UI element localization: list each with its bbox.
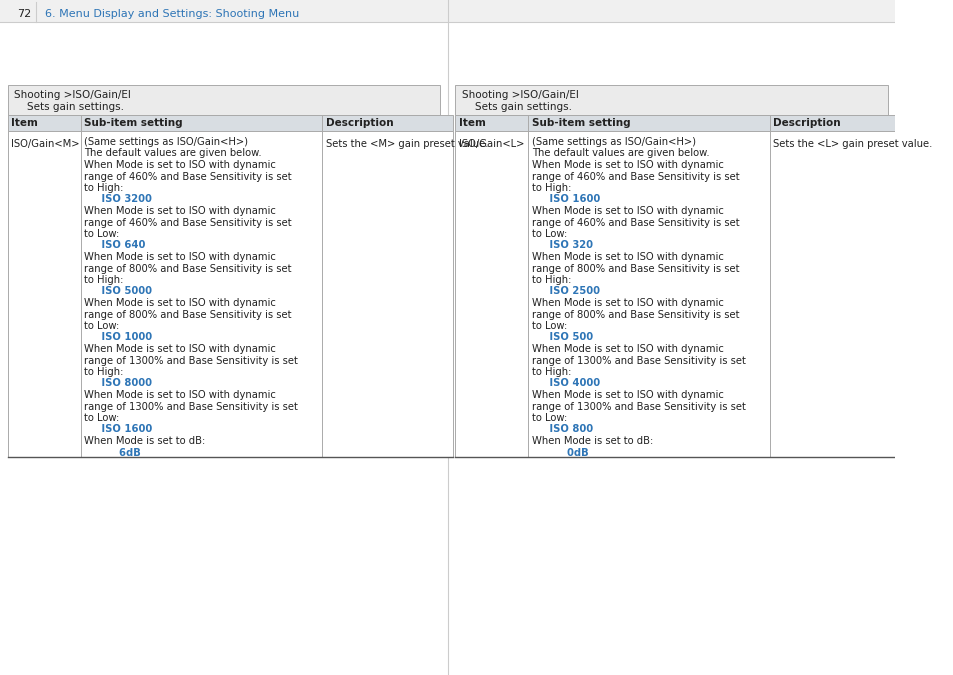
Bar: [455, 115, 900, 131]
Text: When Mode is set to ISO with dynamic: When Mode is set to ISO with dynamic: [85, 160, 276, 170]
Text: ISO 5000: ISO 5000: [85, 286, 152, 296]
Text: ISO 1000: ISO 1000: [85, 333, 152, 342]
Text: Item: Item: [458, 118, 485, 128]
Text: 6. Menu Display and Settings: Shooting Menu: 6. Menu Display and Settings: Shooting M…: [45, 9, 299, 19]
Text: ISO 3200: ISO 3200: [85, 194, 152, 205]
Text: 6dB: 6dB: [85, 448, 141, 458]
Text: range of 800% and Base Sensitivity is set: range of 800% and Base Sensitivity is se…: [532, 263, 739, 273]
Text: to High:: to High:: [85, 183, 124, 193]
Text: When Mode is set to dB:: When Mode is set to dB:: [85, 436, 206, 446]
Bar: [8, 85, 439, 115]
Text: Shooting >ISO/Gain/EI: Shooting >ISO/Gain/EI: [14, 90, 131, 100]
Text: Shooting >ISO/Gain/EI: Shooting >ISO/Gain/EI: [461, 90, 578, 100]
Text: Sets gain settings.: Sets gain settings.: [461, 102, 571, 112]
Text: to Low:: to Low:: [85, 413, 119, 423]
Text: range of 1300% and Base Sensitivity is set: range of 1300% and Base Sensitivity is s…: [85, 402, 298, 412]
Text: range of 1300% and Base Sensitivity is set: range of 1300% and Base Sensitivity is s…: [85, 356, 298, 365]
Text: to High:: to High:: [85, 367, 124, 377]
Text: (Same settings as ISO/Gain<H>): (Same settings as ISO/Gain<H>): [532, 137, 696, 147]
Text: When Mode is set to ISO with dynamic: When Mode is set to ISO with dynamic: [532, 206, 723, 216]
Text: Description: Description: [773, 118, 841, 128]
Bar: [8, 131, 453, 457]
Text: ISO 800: ISO 800: [532, 425, 593, 435]
Text: range of 1300% and Base Sensitivity is set: range of 1300% and Base Sensitivity is s…: [532, 402, 745, 412]
Text: When Mode is set to ISO with dynamic: When Mode is set to ISO with dynamic: [85, 390, 276, 400]
Bar: [0, 0, 895, 22]
Text: When Mode is set to ISO with dynamic: When Mode is set to ISO with dynamic: [532, 344, 723, 354]
Text: When Mode is set to ISO with dynamic: When Mode is set to ISO with dynamic: [532, 298, 723, 308]
Text: to High:: to High:: [532, 275, 571, 285]
Text: Item: Item: [11, 118, 38, 128]
Text: When Mode is set to ISO with dynamic: When Mode is set to ISO with dynamic: [532, 252, 723, 262]
Text: 0dB: 0dB: [532, 448, 588, 458]
Text: ISO 8000: ISO 8000: [85, 379, 152, 389]
Text: (Same settings as ISO/Gain<H>): (Same settings as ISO/Gain<H>): [85, 137, 248, 147]
Text: to High:: to High:: [85, 275, 124, 285]
Text: range of 460% and Base Sensitivity is set: range of 460% and Base Sensitivity is se…: [532, 171, 739, 182]
Text: Sub-item setting: Sub-item setting: [532, 118, 630, 128]
Text: range of 460% and Base Sensitivity is set: range of 460% and Base Sensitivity is se…: [85, 217, 292, 227]
Text: Sets the <M> gain preset value.: Sets the <M> gain preset value.: [325, 139, 488, 149]
Text: ISO 500: ISO 500: [532, 333, 593, 342]
Text: The default values are given below.: The default values are given below.: [532, 148, 709, 159]
Text: to Low:: to Low:: [532, 321, 567, 331]
Text: range of 1300% and Base Sensitivity is set: range of 1300% and Base Sensitivity is s…: [532, 356, 745, 365]
Text: range of 460% and Base Sensitivity is set: range of 460% and Base Sensitivity is se…: [85, 171, 292, 182]
Text: The default values are given below.: The default values are given below.: [85, 148, 262, 159]
Text: ISO 2500: ISO 2500: [532, 286, 599, 296]
Text: When Mode is set to dB:: When Mode is set to dB:: [532, 436, 653, 446]
Text: Sub-item setting: Sub-item setting: [85, 118, 183, 128]
Bar: [455, 85, 887, 115]
Text: When Mode is set to ISO with dynamic: When Mode is set to ISO with dynamic: [85, 344, 276, 354]
Text: ISO 1600: ISO 1600: [532, 194, 599, 205]
Text: range of 800% and Base Sensitivity is set: range of 800% and Base Sensitivity is se…: [85, 263, 292, 273]
Bar: [8, 115, 453, 131]
Text: Sets the <L> gain preset value.: Sets the <L> gain preset value.: [773, 139, 932, 149]
Text: to Low:: to Low:: [532, 229, 567, 239]
Text: When Mode is set to ISO with dynamic: When Mode is set to ISO with dynamic: [532, 160, 723, 170]
Text: Sets gain settings.: Sets gain settings.: [14, 102, 124, 112]
Text: ISO/Gain<L>: ISO/Gain<L>: [458, 139, 524, 149]
Text: Description: Description: [325, 118, 393, 128]
Text: When Mode is set to ISO with dynamic: When Mode is set to ISO with dynamic: [532, 390, 723, 400]
Bar: [455, 131, 900, 457]
Text: to High:: to High:: [532, 367, 571, 377]
Text: ISO 320: ISO 320: [532, 240, 593, 250]
Text: When Mode is set to ISO with dynamic: When Mode is set to ISO with dynamic: [85, 298, 276, 308]
Text: ISO/Gain<M>: ISO/Gain<M>: [11, 139, 80, 149]
Text: When Mode is set to ISO with dynamic: When Mode is set to ISO with dynamic: [85, 206, 276, 216]
Text: range of 800% and Base Sensitivity is set: range of 800% and Base Sensitivity is se…: [85, 310, 292, 319]
Text: ISO 4000: ISO 4000: [532, 379, 599, 389]
Text: to Low:: to Low:: [85, 229, 119, 239]
Text: 72: 72: [17, 9, 31, 19]
Text: When Mode is set to ISO with dynamic: When Mode is set to ISO with dynamic: [85, 252, 276, 262]
Text: range of 460% and Base Sensitivity is set: range of 460% and Base Sensitivity is se…: [532, 217, 739, 227]
Text: to Low:: to Low:: [85, 321, 119, 331]
Text: range of 800% and Base Sensitivity is set: range of 800% and Base Sensitivity is se…: [532, 310, 739, 319]
Text: ISO 640: ISO 640: [85, 240, 146, 250]
Text: to Low:: to Low:: [532, 413, 567, 423]
Text: ISO 1600: ISO 1600: [85, 425, 152, 435]
Text: to High:: to High:: [532, 183, 571, 193]
